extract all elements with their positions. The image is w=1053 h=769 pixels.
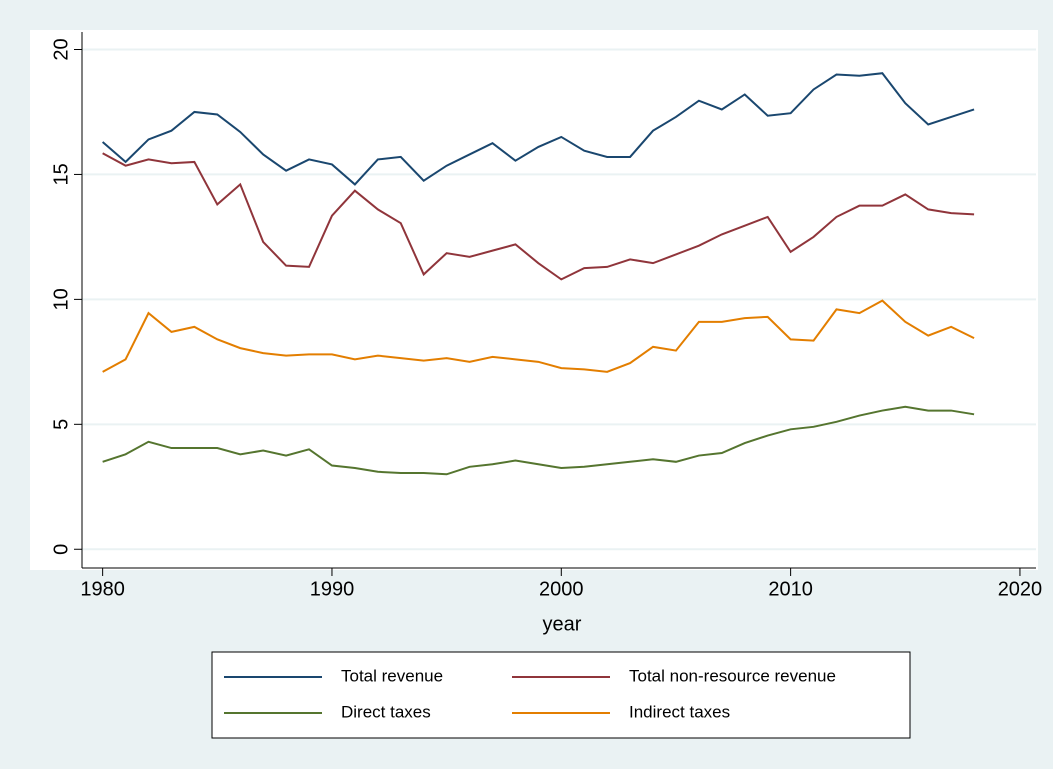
y-tick-label: 5 [50, 419, 72, 430]
series-line [102, 152, 975, 281]
x-tick-label: 2010 [768, 578, 813, 600]
y-tick-label: 15 [50, 163, 72, 185]
legend-label: Direct taxes [341, 702, 431, 721]
y-tick-label: 10 [50, 288, 72, 310]
series-line [101, 72, 975, 186]
legend-label: Total revenue [341, 666, 443, 685]
x-axis-label: year [543, 613, 582, 635]
x-tick-label: 1990 [310, 578, 355, 600]
x-tick-label: 1980 [80, 578, 125, 600]
x-tick-label: 2000 [539, 578, 584, 600]
legend-label: Indirect taxes [629, 702, 730, 721]
legend-label: Total non-resource revenue [629, 666, 836, 685]
x-tick-label: 2020 [998, 578, 1043, 600]
legend-box [211, 651, 911, 739]
y-tick-label: 0 [50, 544, 72, 555]
series-line [102, 405, 975, 476]
legend: Total revenue Total non-resource revenue D… [224, 666, 836, 721]
y-tick-label: 20 [50, 38, 72, 60]
series-line [102, 299, 975, 373]
